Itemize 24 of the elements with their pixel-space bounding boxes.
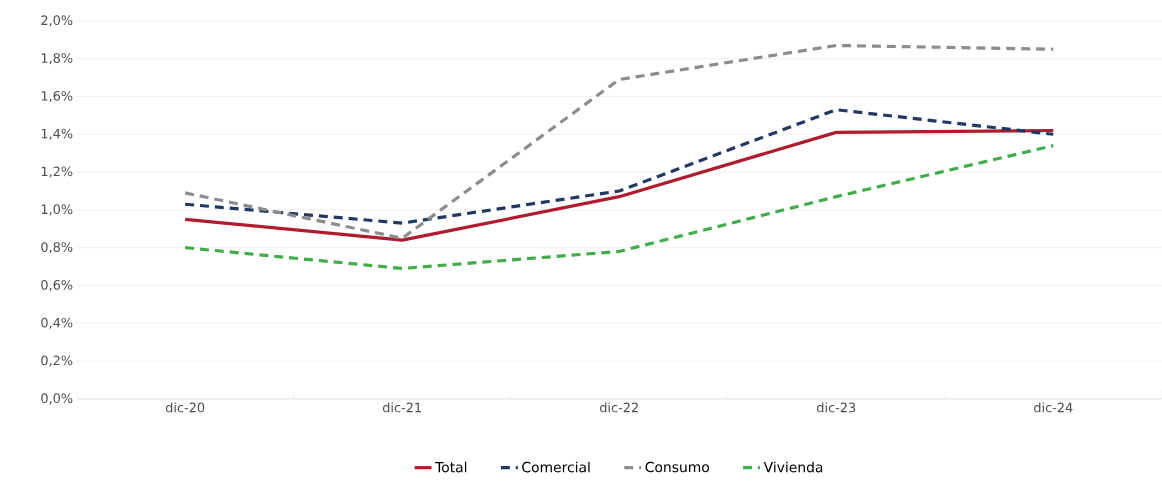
y-tick-label: 1,6% [41,90,73,102]
y-tick-label: 0,2% [41,355,73,367]
legend-label: Comercial [522,461,590,473]
y-tick-label: 0,0% [41,393,73,405]
legend-label: Consumo [645,461,710,473]
y-tick-label: 1,4% [41,128,73,140]
y-tick-label: 1,0% [41,204,73,216]
y-tick-label: 1,8% [41,52,73,64]
line-series [183,43,1055,240]
x-tick-label: dic-23 [817,402,856,413]
line-series [183,128,1055,242]
legend-label: Vivienda [763,461,823,473]
x-tick-label: dic-21 [382,402,421,413]
x-tick-label: dic-24 [1034,402,1073,413]
y-tick-label: 0,4% [41,317,73,329]
y-tick-label: 0,8% [41,241,73,253]
x-tick-label: dic-22 [599,402,638,413]
line-series [183,143,1055,270]
y-tick-label: 2,0% [41,15,73,27]
y-tick-label: 0,6% [41,279,73,291]
line-series [183,107,1055,225]
legend-label: Total [435,461,467,473]
x-tick-label: dic-20 [165,402,205,413]
y-tick-label: 1,2% [41,166,73,178]
